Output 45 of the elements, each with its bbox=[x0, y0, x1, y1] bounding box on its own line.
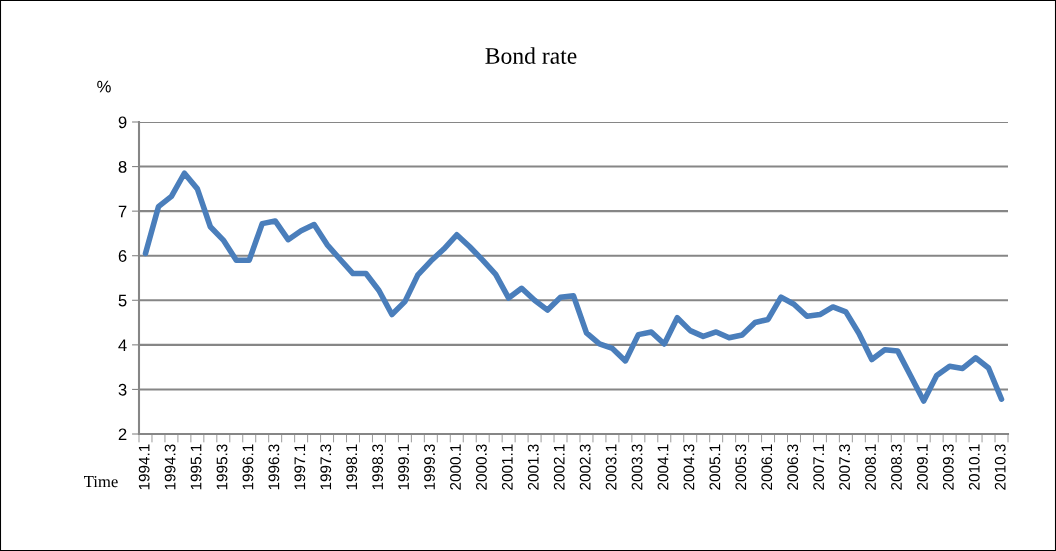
y-tick-label: 9 bbox=[118, 116, 127, 129]
x-tick-label: 2003.1 bbox=[605, 444, 617, 490]
x-tick-label: 1996.3 bbox=[268, 444, 280, 490]
x-tick-label: 1997.1 bbox=[294, 444, 306, 490]
y-tick-label: 4 bbox=[118, 339, 127, 351]
y-tick-label: 5 bbox=[118, 294, 127, 307]
x-axis-title: Time bbox=[84, 475, 118, 488]
x-tick-label: 2008.1 bbox=[865, 444, 876, 490]
x-tick-label: 2005.3 bbox=[735, 444, 747, 490]
x-tick-label: 1998.3 bbox=[372, 444, 384, 490]
y-tick-label: 3 bbox=[118, 383, 127, 396]
y-tick-label: 6 bbox=[118, 250, 127, 262]
x-tick-label: 1999.1 bbox=[398, 444, 409, 490]
y-axis-title: % bbox=[97, 80, 111, 93]
x-tick-label: 2000.3 bbox=[475, 444, 487, 490]
x-tick-label: 2005.1 bbox=[709, 444, 721, 490]
x-tick-label: 2006.1 bbox=[761, 444, 773, 490]
x-tick-label: 2010.3 bbox=[994, 444, 1006, 490]
x-tick-label: 2008.3 bbox=[891, 444, 902, 490]
x-tick-label: 1996.1 bbox=[242, 444, 254, 490]
x-tick-label: 2007.1 bbox=[813, 444, 825, 490]
x-tick-label: 2009.1 bbox=[916, 444, 928, 490]
x-tick-label: 1997.3 bbox=[320, 444, 332, 490]
x-tick-label: 2010.1 bbox=[968, 444, 980, 490]
x-tick-label: 2001.1 bbox=[501, 444, 513, 490]
x-tick-label: 2009.3 bbox=[942, 444, 954, 490]
x-tick-label: 1994.3 bbox=[164, 444, 176, 490]
y-tick-label: 8 bbox=[118, 160, 127, 173]
x-tick-label: 1995.1 bbox=[190, 444, 202, 490]
x-tick-label: 1999.3 bbox=[424, 444, 435, 490]
y-tick-label: 2 bbox=[118, 428, 127, 441]
x-tick-label: 1998.1 bbox=[346, 444, 358, 490]
x-tick-label: 2003.3 bbox=[631, 444, 643, 490]
x-tick-label: 1994.1 bbox=[138, 444, 150, 490]
x-tick-label: 2001.3 bbox=[527, 444, 539, 490]
x-tick-label: 2004.3 bbox=[683, 444, 695, 490]
x-tick-label: 2002.1 bbox=[553, 444, 565, 490]
y-tick-label: 7 bbox=[118, 205, 127, 218]
x-tick-label: 2004.1 bbox=[657, 444, 669, 490]
chart-title: Bond rate bbox=[485, 47, 577, 64]
x-tick-label: 1995.3 bbox=[216, 444, 228, 490]
x-tick-label: 2000.1 bbox=[450, 444, 461, 490]
x-tick-label: 2007.3 bbox=[839, 444, 850, 490]
x-tick-label: 2006.3 bbox=[787, 444, 799, 490]
x-tick-label: 2002.3 bbox=[579, 444, 591, 490]
